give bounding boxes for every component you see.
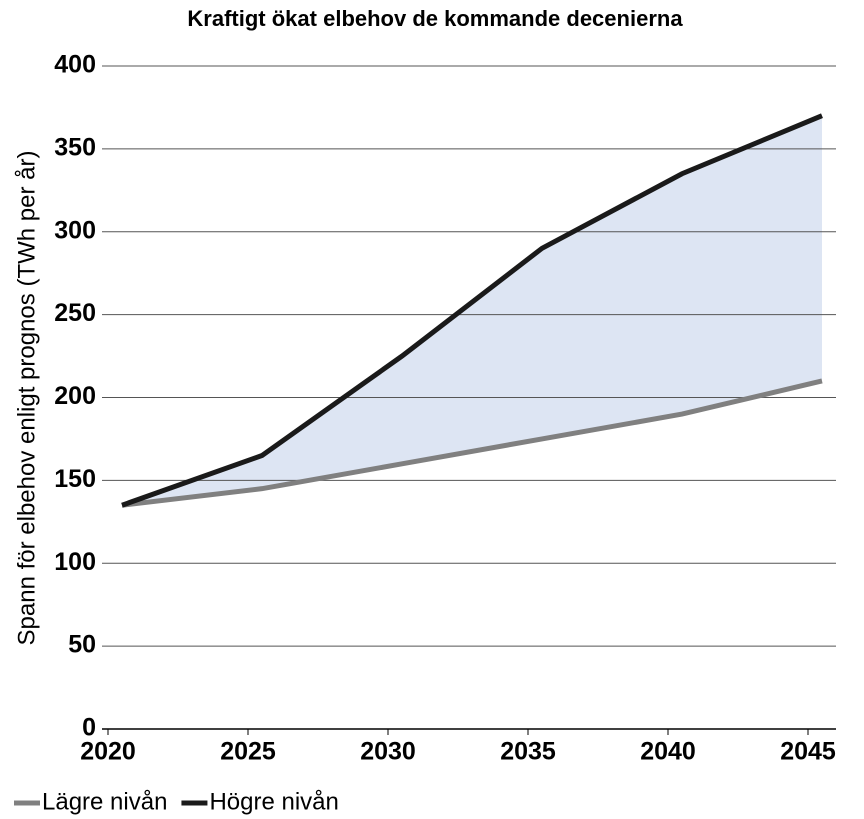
x-tick-label: 2030 (360, 738, 416, 766)
chart-title: Kraftigt ökat elbehov de kommande deceni… (187, 6, 683, 31)
y-tick-label: 150 (54, 465, 96, 493)
x-tick-label: 2025 (220, 738, 276, 766)
y-tick-label: 250 (54, 299, 96, 327)
y-tick-label: 50 (68, 631, 96, 659)
y-tick-label: 300 (54, 216, 96, 244)
x-tick-label: 2040 (640, 738, 696, 766)
y-tick-label: 100 (54, 548, 96, 576)
x-tick-label: 2035 (500, 738, 556, 766)
y-tick-label: 400 (54, 51, 96, 79)
series-line (121, 113, 823, 508)
legend-label: Högre nivån (209, 788, 338, 815)
y-tick-label: 350 (54, 133, 96, 161)
x-tick-label: 2045 (780, 738, 836, 766)
series-line (121, 378, 823, 508)
legend-label: Lägre nivån (42, 788, 167, 815)
x-tick-label: 2020 (80, 738, 136, 766)
y-axis-label: Spann för elbehov enligt prognos (TWh pe… (13, 151, 40, 646)
y-tick-label: 200 (54, 382, 96, 410)
y-tick-label: 0 (82, 714, 96, 742)
range-area (122, 115, 822, 506)
